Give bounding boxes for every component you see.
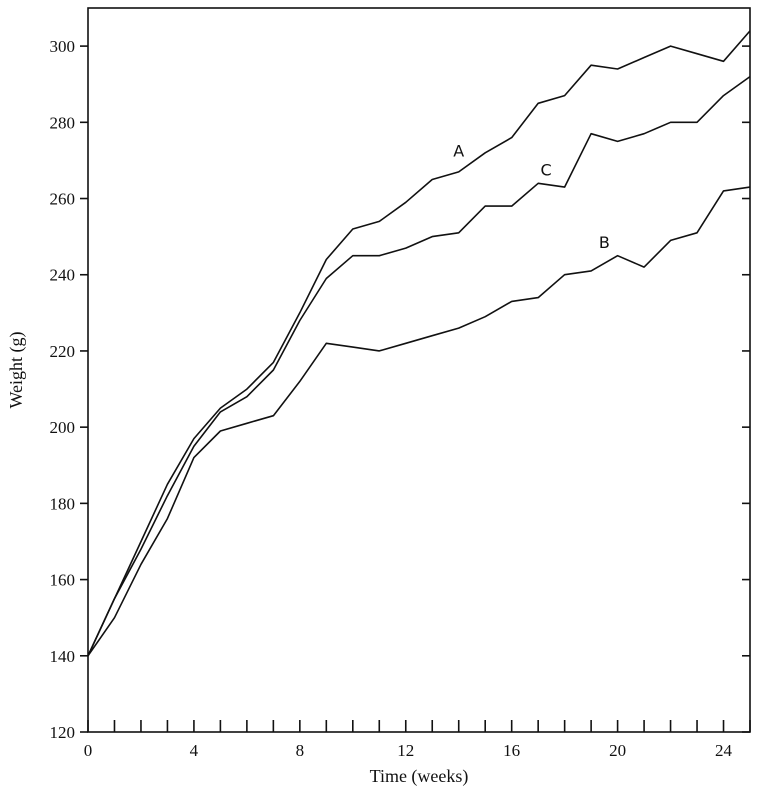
x-tick-label: 12 <box>397 741 414 760</box>
series-lines <box>87 30 751 657</box>
series-label-c: C <box>541 161 552 180</box>
x-tick-label: 24 <box>715 741 733 760</box>
y-tick-label: 200 <box>50 418 76 437</box>
x-tick-label: 0 <box>84 741 93 760</box>
y-tick-label: 280 <box>50 113 76 132</box>
y-tick-label: 120 <box>50 723 76 742</box>
series-label-a: A <box>453 142 464 161</box>
axis-tick-labels: 0 4 8 12 16 20 24 120 140 160 180 200 220 240 260 280 30… <box>50 37 733 760</box>
y-tick-label: 260 <box>50 190 76 209</box>
y-tick-label: 180 <box>50 494 76 513</box>
y-tick-label: 160 <box>50 571 76 590</box>
x-axis-title: Time (weeks) <box>370 766 469 787</box>
plot-frame <box>87 7 751 733</box>
x-tick-label: 16 <box>503 741 520 760</box>
x-tick-label: 8 <box>296 741 305 760</box>
y-tick-label: 140 <box>50 647 76 666</box>
y-tick-label: 300 <box>50 37 76 56</box>
series-line-c <box>87 75 751 657</box>
plot-area <box>87 7 751 733</box>
series-line-b <box>87 186 751 657</box>
series-line-a <box>87 30 751 657</box>
y-axis-title: Weight (g) <box>6 331 27 408</box>
y-tick-label: 220 <box>50 342 76 361</box>
series-label-b: B <box>599 233 610 252</box>
x-tick-label: 4 <box>190 741 199 760</box>
axis-ticks <box>80 45 751 733</box>
series-labels: A C B <box>453 142 610 252</box>
y-tick-label: 240 <box>50 266 76 285</box>
x-tick-label: 20 <box>609 741 626 760</box>
